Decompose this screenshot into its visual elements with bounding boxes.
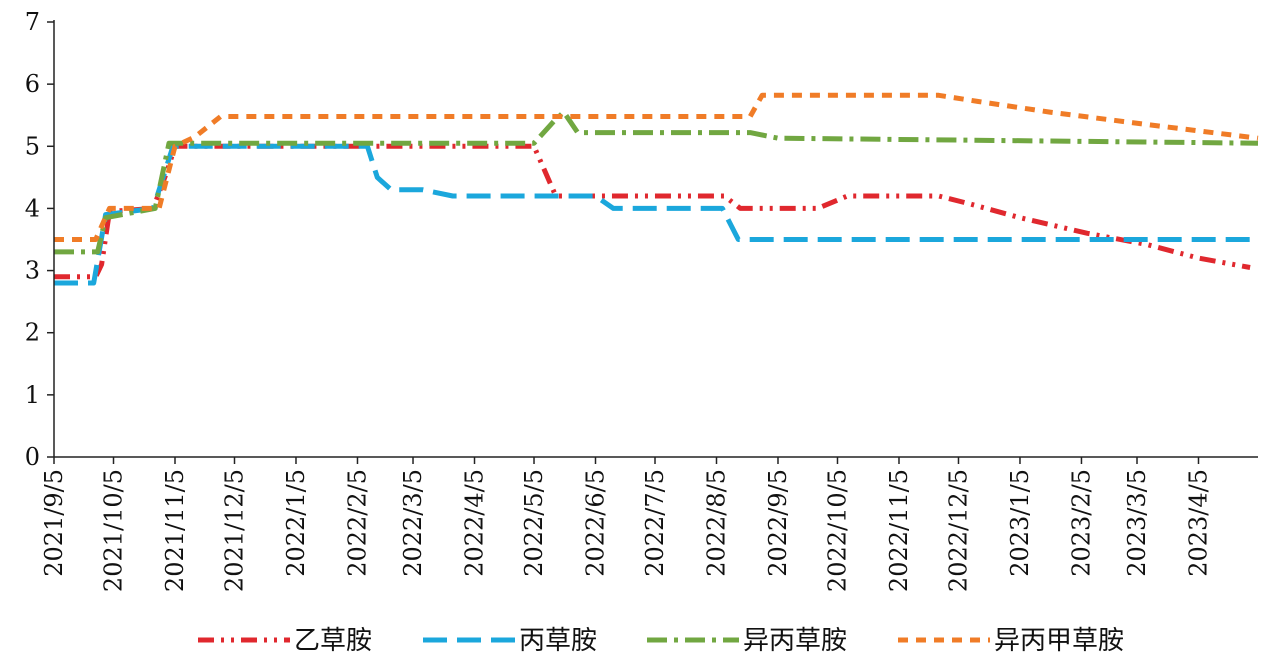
legend: 乙草胺 丙草胺 异丙草胺 异丙甲草胺	[198, 626, 1124, 656]
series-line-4	[54, 92, 1259, 242]
y-tick-label: 5	[25, 132, 40, 160]
legend-label: 异丙草胺	[743, 626, 847, 656]
y-tick-label: 1	[25, 381, 40, 409]
x-tick-label: 2022/10/5	[823, 469, 851, 592]
x-tick-label: 2022/8/5	[702, 469, 730, 577]
x-tick-label: 2022/3/5	[399, 469, 427, 577]
x-tick-label: 2022/11/5	[885, 469, 913, 592]
x-tick-label: 2021/10/5	[100, 469, 128, 592]
x-tick-label: 2022/5/5	[520, 469, 548, 577]
legend-label: 丙草胺	[519, 626, 597, 656]
series-line-3	[54, 109, 1259, 255]
x-tick-label: 2021/9/5	[40, 469, 68, 577]
series-lines	[54, 92, 1259, 286]
x-tick-label: 2023/4/5	[1184, 469, 1212, 577]
x-tick-label: 2023/3/5	[1123, 469, 1151, 577]
x-tick-label: 2021/11/5	[161, 469, 189, 592]
x-tick-label: 2023/1/5	[1006, 469, 1034, 577]
legend-label: 乙草胺	[294, 626, 372, 656]
x-tick-label: 2022/12/5	[944, 469, 972, 592]
series-line-2	[54, 143, 1258, 286]
legend-label: 异丙甲草胺	[994, 626, 1124, 656]
x-tick-label: 2022/2/5	[343, 469, 371, 577]
y-tick-label: 7	[25, 8, 40, 36]
x-tick-label: 2023/2/5	[1067, 469, 1095, 577]
x-tick-label: 2022/9/5	[764, 469, 792, 577]
y-tick-label: 3	[25, 257, 40, 285]
x-tick-label: 2022/1/5	[282, 469, 310, 577]
x-axis-ticks: 2021/9/5 2021/10/5 2021/11/5 2021/12/5 2022/…	[40, 457, 1212, 592]
x-tick-label: 2022/4/5	[461, 469, 489, 577]
x-tick-label: 2022/7/5	[641, 469, 669, 577]
y-tick-label: 4	[25, 194, 40, 222]
x-tick-label: 2022/6/5	[582, 469, 610, 577]
y-tick-label: 0	[25, 443, 40, 471]
series-line-1	[54, 143, 1251, 280]
y-tick-label: 6	[25, 70, 40, 98]
y-axis-ticks: 0 1 2 3 4 5 6 7	[25, 8, 54, 471]
x-tick-label: 2021/12/5	[221, 469, 249, 592]
y-tick-label: 2	[25, 319, 40, 347]
